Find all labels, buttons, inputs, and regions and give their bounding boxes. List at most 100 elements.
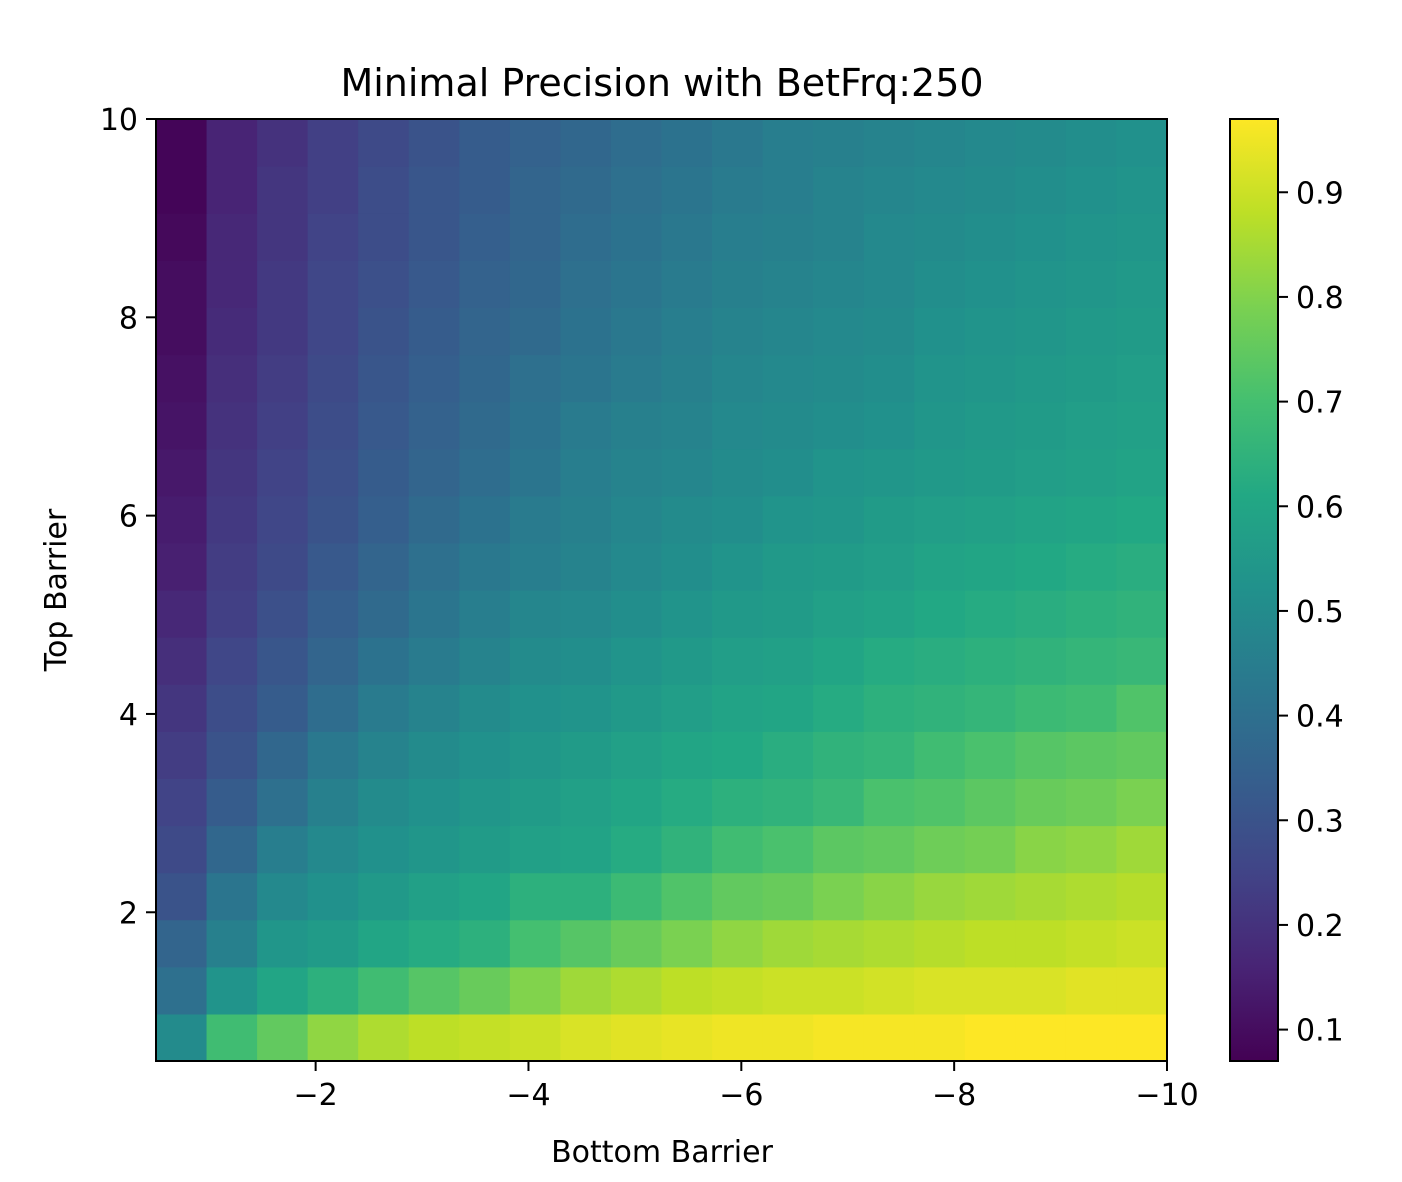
heatmap-cell bbox=[509, 825, 561, 874]
heatmap-cell bbox=[1015, 495, 1067, 544]
heatmap-cell bbox=[661, 731, 713, 779]
heatmap-cell bbox=[712, 260, 764, 308]
heatmap-cell bbox=[661, 354, 713, 403]
heatmap-cell bbox=[156, 637, 208, 685]
heatmap-cell bbox=[560, 495, 612, 544]
heatmap-cell bbox=[408, 966, 460, 1015]
heatmap-cell bbox=[206, 260, 258, 308]
heatmap-cell bbox=[509, 354, 561, 403]
heatmap-cell bbox=[1015, 872, 1067, 921]
heatmap-cell bbox=[206, 731, 258, 779]
heatmap-cell bbox=[762, 872, 814, 921]
heatmap-cell bbox=[156, 872, 208, 921]
heatmap-cell bbox=[863, 448, 915, 497]
heatmap-cell bbox=[560, 542, 612, 591]
heatmap-cell bbox=[358, 966, 410, 1015]
heatmap-cell bbox=[358, 448, 410, 497]
heatmap-cell bbox=[257, 119, 309, 167]
heatmap-cell bbox=[1015, 778, 1067, 827]
colorbar bbox=[1229, 118, 1279, 1062]
heatmap-cell bbox=[156, 495, 208, 544]
heatmap-cell bbox=[712, 966, 764, 1015]
heatmap-cell bbox=[257, 542, 309, 591]
heatmap-cell bbox=[610, 260, 663, 308]
heatmap-cell bbox=[358, 166, 410, 214]
heatmap-cell bbox=[509, 542, 561, 591]
heatmap-cell bbox=[257, 684, 309, 732]
heatmap-cell bbox=[459, 401, 511, 450]
heatmap-cell bbox=[813, 966, 865, 1015]
heatmap-cell bbox=[813, 166, 865, 214]
heatmap-cell bbox=[1065, 307, 1118, 356]
heatmap-cell bbox=[1116, 495, 1168, 544]
heatmap-cell bbox=[813, 778, 865, 827]
heatmap-cell bbox=[712, 307, 764, 356]
heatmap-cell bbox=[813, 401, 865, 450]
heatmap-cell bbox=[712, 825, 764, 874]
heatmap-cell bbox=[408, 260, 460, 308]
heatmap-cell bbox=[1065, 401, 1118, 450]
y-axis-ticks: 2 4 6 8 10 bbox=[100, 103, 156, 931]
heatmap-cell bbox=[408, 307, 460, 356]
heatmap-cell bbox=[156, 448, 208, 497]
heatmap-cell bbox=[459, 119, 511, 167]
heatmap-cell bbox=[257, 590, 309, 638]
heatmap-cell bbox=[459, 495, 511, 544]
heatmap-cell bbox=[509, 213, 561, 261]
heatmap-cell bbox=[661, 966, 713, 1015]
heatmap-cell bbox=[964, 542, 1016, 591]
heatmap-cell bbox=[964, 448, 1016, 497]
heatmap-cell bbox=[459, 213, 511, 261]
heatmap-cell bbox=[813, 919, 865, 968]
heatmap-cell bbox=[712, 872, 764, 921]
heatmap-cell bbox=[156, 778, 208, 827]
heatmap-cell bbox=[914, 825, 966, 874]
heatmap-cell bbox=[307, 260, 359, 308]
heatmap-cell bbox=[257, 1013, 309, 1062]
heatmap-cell bbox=[914, 637, 966, 685]
heatmap-cell bbox=[509, 1013, 561, 1062]
heatmap-cell bbox=[712, 119, 764, 167]
heatmap-cell bbox=[560, 684, 612, 732]
heatmap-cell bbox=[358, 119, 410, 167]
plot-frame bbox=[155, 118, 1168, 1062]
heatmap-cell bbox=[964, 307, 1016, 356]
heatmap-cell bbox=[661, 213, 713, 261]
heatmap-cell bbox=[712, 213, 764, 261]
heatmap-cell bbox=[509, 872, 561, 921]
heatmap-cell bbox=[509, 401, 561, 450]
heatmap-cell bbox=[206, 825, 258, 874]
heatmap-cell bbox=[762, 919, 814, 968]
heatmap-cell bbox=[610, 166, 663, 214]
heatmap-cell bbox=[813, 354, 865, 403]
heatmap-cell bbox=[206, 1013, 258, 1062]
heatmap-cell bbox=[914, 684, 966, 732]
heatmap-cell bbox=[358, 307, 410, 356]
heatmap-cells bbox=[156, 119, 1168, 1062]
heatmap-cell bbox=[206, 119, 258, 167]
heatmap-cell bbox=[863, 307, 915, 356]
heatmap-cell bbox=[1065, 872, 1118, 921]
heatmap-cell bbox=[408, 684, 460, 732]
heatmap-cell bbox=[257, 166, 309, 214]
heatmap-cell bbox=[661, 637, 713, 685]
heatmap-cell bbox=[307, 872, 359, 921]
heatmap-cell bbox=[509, 684, 561, 732]
heatmap-cell bbox=[610, 731, 663, 779]
heatmap-cell bbox=[156, 684, 208, 732]
heatmap-cell bbox=[1116, 448, 1168, 497]
heatmap-cell bbox=[560, 778, 612, 827]
heatmap-cell bbox=[206, 919, 258, 968]
heatmap-cell bbox=[964, 919, 1016, 968]
heatmap-cell bbox=[307, 731, 359, 779]
heatmap-cell bbox=[762, 684, 814, 732]
heatmap-cell bbox=[863, 354, 915, 403]
heatmap-cell bbox=[156, 260, 208, 308]
heatmap-cell bbox=[560, 590, 612, 638]
heatmap-cell bbox=[1015, 590, 1067, 638]
heatmap-cell bbox=[964, 778, 1016, 827]
heatmap-cell bbox=[560, 448, 612, 497]
heatmap-cell bbox=[408, 119, 460, 167]
heatmap-cell bbox=[257, 307, 309, 356]
heatmap-cell bbox=[560, 872, 612, 921]
